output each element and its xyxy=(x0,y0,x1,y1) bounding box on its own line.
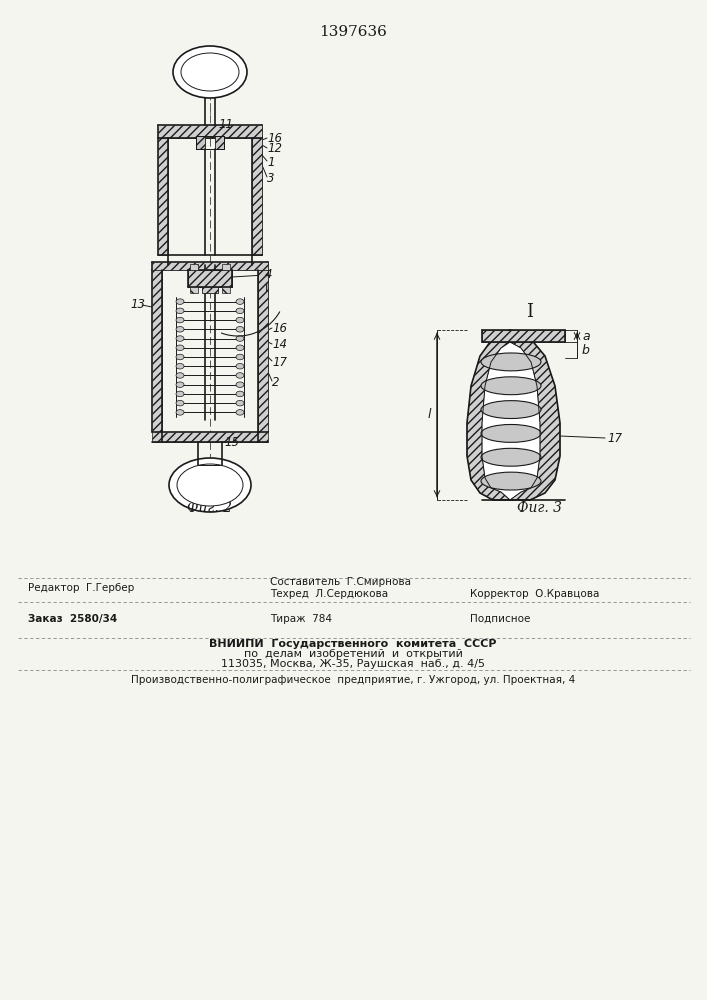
Text: 17: 17 xyxy=(272,356,287,368)
Text: Корректор  О.Кравцова: Корректор О.Кравцова xyxy=(470,589,600,599)
Bar xyxy=(152,432,268,442)
Text: по  делам  изобретений  и  открытий: по делам изобретений и открытий xyxy=(244,649,462,659)
Bar xyxy=(152,270,162,432)
Ellipse shape xyxy=(236,345,244,351)
Ellipse shape xyxy=(177,464,243,506)
Ellipse shape xyxy=(176,336,184,341)
Text: 113035, Москва, Ж-35, Раушская  наб., д. 4/5: 113035, Москва, Ж-35, Раушская наб., д. … xyxy=(221,659,485,669)
Text: 17: 17 xyxy=(607,432,622,444)
Ellipse shape xyxy=(176,400,184,406)
Text: 16: 16 xyxy=(272,322,287,334)
Text: 11: 11 xyxy=(218,118,233,131)
Text: 13: 13 xyxy=(130,298,145,312)
Ellipse shape xyxy=(236,391,244,397)
Bar xyxy=(222,287,230,293)
Bar xyxy=(482,330,565,342)
Ellipse shape xyxy=(176,345,184,351)
Ellipse shape xyxy=(236,363,244,369)
Ellipse shape xyxy=(176,363,184,369)
Text: Редактор  Г.Гербер: Редактор Г.Гербер xyxy=(28,583,134,593)
Text: b: b xyxy=(582,344,590,357)
Text: 1397636: 1397636 xyxy=(319,25,387,39)
Text: a: a xyxy=(582,330,590,342)
Ellipse shape xyxy=(176,327,184,332)
Ellipse shape xyxy=(176,308,184,314)
Bar xyxy=(202,287,218,293)
Ellipse shape xyxy=(236,400,244,406)
Ellipse shape xyxy=(176,373,184,378)
Text: I: I xyxy=(527,303,534,321)
Text: Тираж  784: Тираж 784 xyxy=(270,614,332,624)
Ellipse shape xyxy=(481,472,541,490)
Text: Фиг. 3: Фиг. 3 xyxy=(518,501,563,515)
Bar xyxy=(190,264,198,270)
Bar xyxy=(252,138,262,255)
Text: 14: 14 xyxy=(272,338,287,352)
Text: 3: 3 xyxy=(267,172,274,184)
Text: ВНИИПИ  Государственного  комитета  СССР: ВНИИПИ Государственного комитета СССР xyxy=(209,639,497,649)
Text: Подписное: Подписное xyxy=(470,614,530,624)
Ellipse shape xyxy=(236,327,244,332)
Bar xyxy=(158,125,262,138)
Polygon shape xyxy=(467,330,510,500)
Ellipse shape xyxy=(481,424,541,442)
Ellipse shape xyxy=(173,46,247,98)
Ellipse shape xyxy=(236,354,244,360)
Text: 16: 16 xyxy=(267,131,282,144)
Text: 12: 12 xyxy=(267,142,282,155)
Ellipse shape xyxy=(176,299,184,304)
Ellipse shape xyxy=(236,336,244,341)
Text: Фиг. 2: Фиг. 2 xyxy=(187,501,233,515)
Bar xyxy=(196,136,205,149)
Bar xyxy=(190,287,198,293)
Ellipse shape xyxy=(176,317,184,323)
Text: l: l xyxy=(428,408,431,422)
Text: 15: 15 xyxy=(224,436,239,448)
Bar xyxy=(215,136,224,149)
Bar xyxy=(152,262,268,270)
Polygon shape xyxy=(482,342,540,500)
Ellipse shape xyxy=(236,382,244,387)
Ellipse shape xyxy=(481,448,541,466)
Ellipse shape xyxy=(169,458,251,512)
Ellipse shape xyxy=(181,53,239,91)
Bar xyxy=(222,264,230,270)
Text: Техред  Л.Сердюкова: Техред Л.Сердюкова xyxy=(270,589,388,599)
Ellipse shape xyxy=(176,391,184,397)
Bar xyxy=(258,270,268,432)
Text: 1: 1 xyxy=(267,155,274,168)
Ellipse shape xyxy=(176,354,184,360)
Ellipse shape xyxy=(176,410,184,415)
Text: Заказ  2580/34: Заказ 2580/34 xyxy=(28,614,117,624)
Ellipse shape xyxy=(176,382,184,387)
Ellipse shape xyxy=(236,317,244,323)
Polygon shape xyxy=(510,330,560,500)
Text: 2: 2 xyxy=(272,375,279,388)
Bar xyxy=(158,138,168,255)
Ellipse shape xyxy=(236,410,244,415)
Bar xyxy=(188,270,232,287)
Ellipse shape xyxy=(236,299,244,304)
Ellipse shape xyxy=(481,353,541,371)
Ellipse shape xyxy=(481,401,541,419)
Ellipse shape xyxy=(481,377,541,395)
Ellipse shape xyxy=(236,308,244,314)
Text: Составитель  Г.Смирнова: Составитель Г.Смирнова xyxy=(270,577,411,587)
Text: Производственно-полиграфическое  предприятие, г. Ужгород, ул. Проектная, 4: Производственно-полиграфическое предприя… xyxy=(131,675,575,685)
Text: I: I xyxy=(265,282,269,294)
Text: 4: 4 xyxy=(265,268,272,282)
Ellipse shape xyxy=(236,373,244,378)
